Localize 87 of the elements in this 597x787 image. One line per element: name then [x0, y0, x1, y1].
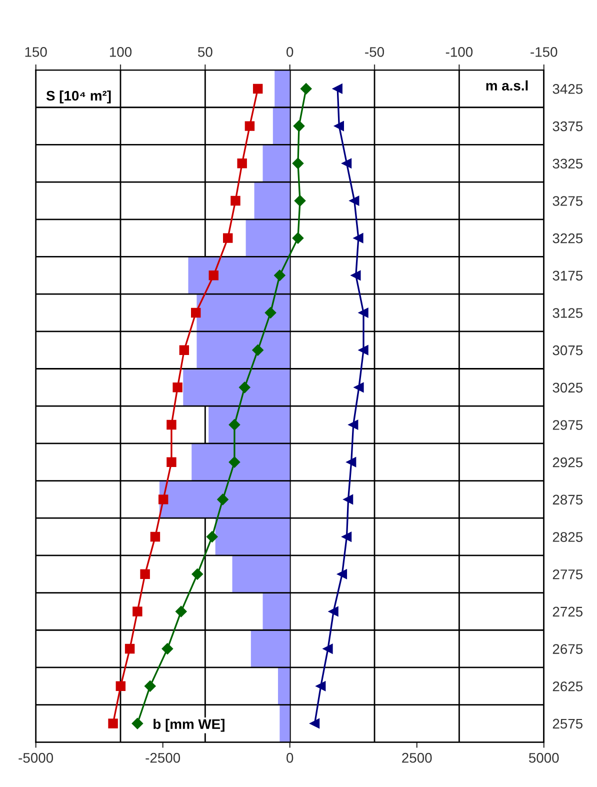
x-tick-label: 5000	[528, 752, 559, 763]
point	[342, 532, 352, 542]
point	[192, 568, 203, 580]
point	[252, 84, 263, 94]
point	[348, 420, 358, 430]
point	[293, 120, 305, 132]
x-tick-label: 2500	[402, 752, 432, 763]
x2-tick-label: -150	[530, 47, 558, 57]
point	[172, 382, 182, 392]
point	[230, 196, 240, 206]
y-tick-label: 2675	[552, 644, 583, 654]
point	[354, 382, 364, 392]
y-axis-title: m a.s.l	[486, 80, 528, 91]
point	[179, 345, 190, 355]
point	[343, 494, 354, 504]
y-tick-label: 3025	[552, 382, 583, 393]
y-tick-label: 2925	[552, 457, 583, 468]
point	[108, 718, 118, 728]
x2-tick-label: 50	[198, 47, 212, 57]
y-tick-label: 2825	[552, 532, 583, 542]
point	[162, 643, 174, 654]
point	[294, 195, 306, 206]
point	[166, 420, 176, 430]
y-tick-label: 3125	[552, 308, 583, 318]
point	[274, 270, 286, 282]
point	[351, 270, 361, 280]
y-tick-label: 3075	[552, 345, 583, 356]
point	[228, 456, 240, 468]
point	[228, 419, 240, 430]
point	[208, 270, 218, 280]
y-tick-label: 2775	[552, 569, 583, 580]
point	[310, 718, 320, 728]
point	[158, 494, 168, 504]
point	[223, 233, 233, 243]
point	[244, 121, 255, 131]
x2-tick-label: 150	[25, 47, 47, 57]
x2-tick-label: -50	[365, 47, 384, 57]
y-tick-label: 3175	[552, 270, 583, 281]
point	[292, 158, 304, 169]
point	[206, 531, 218, 542]
point	[300, 83, 312, 94]
point	[124, 644, 135, 654]
point	[239, 382, 250, 394]
point	[328, 606, 338, 616]
point	[346, 457, 356, 467]
x-tick-label: -5000	[18, 752, 54, 763]
point	[132, 718, 144, 730]
y-tick-label: 3375	[552, 121, 583, 132]
point	[140, 569, 150, 579]
y-tick-label: 3325	[552, 158, 583, 169]
y-tick-label: 2575	[552, 718, 583, 729]
x-tick-label: 0	[286, 752, 294, 763]
point	[166, 457, 176, 467]
point	[358, 345, 368, 355]
point	[237, 158, 247, 168]
x2-axis-title: S [10⁴ m²]	[46, 90, 111, 104]
y-tick-label: 3275	[552, 196, 583, 206]
point	[292, 232, 304, 244]
x-tick-label: -2500	[146, 752, 180, 763]
x2-tick-label: 0	[286, 47, 294, 57]
point	[334, 121, 344, 131]
y-tick-label: 3225	[552, 233, 583, 244]
y-tick-label: 2725	[552, 606, 583, 617]
x2-tick-label: 100	[110, 47, 132, 57]
point	[116, 681, 126, 691]
point	[354, 233, 364, 243]
point	[323, 644, 333, 654]
point	[342, 158, 352, 168]
point	[264, 307, 276, 318]
y-tick-label: 2625	[552, 681, 583, 692]
point	[358, 308, 368, 318]
point	[150, 532, 160, 542]
point	[190, 308, 201, 318]
point	[252, 344, 264, 356]
point	[144, 680, 156, 692]
point	[350, 196, 360, 206]
point	[337, 569, 348, 579]
y-tick-label: 2975	[552, 420, 583, 430]
point	[132, 606, 142, 616]
y-tick-label: 3425	[552, 84, 583, 94]
point	[332, 84, 342, 94]
point	[176, 606, 187, 618]
point	[217, 494, 228, 506]
x2-tick-label: -100	[446, 47, 473, 57]
y-tick-label: 2875	[552, 494, 583, 505]
point	[316, 681, 326, 691]
x-axis-title: b [mm WE]	[154, 718, 224, 732]
